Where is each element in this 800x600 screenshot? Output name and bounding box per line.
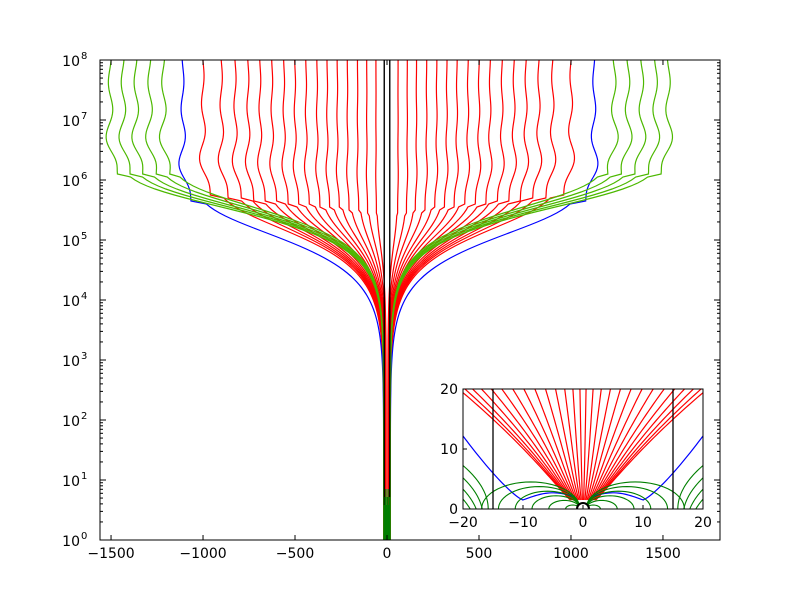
inset-red-line-16 (564, 389, 581, 501)
inset-green-edge (695, 498, 703, 509)
y-tick-label-2: 10 (62, 414, 80, 430)
inset-red-line-20 (523, 389, 577, 501)
inset-x-tick-label-2: 0 (579, 515, 588, 531)
y-tick-label-exp-2: 2 (81, 411, 87, 422)
inset-x-tick-label-1: −10 (508, 515, 538, 531)
inset-green-arc (497, 486, 581, 509)
x-tick-label-2: −500 (276, 546, 314, 562)
inset-red-line-3 (593, 389, 686, 501)
x-tick-label-3: 0 (383, 546, 392, 562)
inset-red-line-13 (582, 389, 587, 501)
inset-red-line-22 (501, 389, 575, 501)
inset-red-line-2 (594, 389, 695, 501)
x-tick-label-1: −1000 (179, 546, 226, 562)
inset-chart: −20 −10 0 10 20 0 10 20 (440, 382, 712, 531)
inset-red-line-7 (589, 389, 643, 501)
y-tick-label-8: 10 (62, 54, 80, 70)
inset-green-edge (463, 464, 489, 509)
y-tick-label-exp-8: 8 (81, 51, 87, 62)
inset-red-line-5 (591, 389, 665, 501)
inset-red-line-19 (534, 389, 578, 501)
inset-green-edge (463, 498, 471, 509)
inset-red-line-6 (590, 389, 654, 501)
inset-green-arc (585, 481, 685, 509)
inset-red-line-11 (585, 389, 602, 501)
inset-red-line-17 (554, 389, 580, 501)
inset-green-edge (677, 464, 703, 509)
y-tick-label-exp-3: 3 (81, 351, 87, 362)
x-tick-label-0: −1500 (87, 546, 134, 562)
inset-green-edge (683, 477, 703, 509)
inset-red-line-23 (490, 389, 574, 501)
inset-green-arc (481, 481, 581, 509)
series-line-red-15 (375, 59, 387, 540)
y-tick-label-6: 10 (62, 174, 80, 190)
inset-red-line-26 (464, 389, 572, 501)
inset-red-line-4 (592, 389, 676, 501)
x-tick-label-4: 500 (466, 546, 493, 562)
inset-red-line-27 (463, 391, 571, 501)
inset-red-line-0 (595, 391, 703, 501)
x-tick-label-6: 1500 (645, 546, 681, 562)
inset-green-arc (514, 490, 581, 509)
inset-green-arc (531, 495, 581, 509)
inset-red-line-15 (572, 389, 582, 501)
inset-blue-line-0 (463, 434, 575, 501)
inset-red-line-21 (512, 389, 576, 501)
inset-x-axis: −20 −10 0 10 20 (448, 505, 712, 531)
inset-y-axis: 0 10 20 (440, 382, 467, 518)
inset-green-arc (585, 490, 652, 509)
inset-red-line-12 (584, 389, 594, 501)
inset-blue-line-1 (591, 434, 703, 501)
inset-red-line-14 (579, 389, 584, 501)
inset-red-line-1 (594, 389, 702, 501)
inset-y-tick-label-2: 20 (440, 382, 458, 398)
inset-red-line-8 (588, 389, 632, 501)
main-chart: −1500 −1000 −500 0 500 1000 1500 10 010 110 210 31… (62, 51, 721, 562)
inset-green-arc (585, 495, 635, 509)
inset-x-tick-label-0: −20 (448, 515, 478, 531)
inset-x-tick-label-4: 20 (694, 515, 712, 531)
inset-red-line-10 (586, 389, 612, 501)
y-tick-label-exp-5: 5 (81, 231, 87, 242)
main-curves (105, 59, 674, 541)
y-tick-label-exp-0: 0 (81, 531, 87, 542)
inset-green-arc (585, 486, 669, 509)
y-tick-label-exp-1: 1 (81, 471, 87, 482)
inset-red-line-18 (544, 389, 579, 501)
y-tick-label-exp-4: 4 (81, 291, 87, 302)
y-tick-label-1: 10 (62, 474, 80, 490)
inset-green-edge (463, 488, 477, 509)
main-x-axis: −1500 −1000 −500 0 500 1000 1500 (87, 60, 681, 562)
inset-curves (463, 389, 703, 509)
inset-y-tick-label-1: 10 (440, 442, 458, 458)
inset-x-tick-label-3: 10 (634, 515, 652, 531)
inset-red-line-9 (587, 389, 622, 501)
y-tick-label-exp-7: 7 (81, 111, 87, 122)
x-tick-label-5: 1000 (553, 546, 589, 562)
inset-red-line-25 (471, 389, 572, 501)
y-tick-label-5: 10 (62, 234, 80, 250)
y-tick-label-4: 10 (62, 294, 80, 310)
y-tick-label-exp-6: 6 (81, 171, 87, 182)
y-tick-label-0: 10 (62, 534, 80, 550)
inset-y-tick-label-0: 0 (449, 502, 458, 518)
y-tick-label-3: 10 (62, 354, 80, 370)
inset-green-edge (689, 488, 703, 509)
inset-background (463, 389, 703, 509)
y-tick-label-7: 10 (62, 114, 80, 130)
inset-red-line-24 (480, 389, 573, 501)
inset-green-edge (463, 477, 483, 509)
